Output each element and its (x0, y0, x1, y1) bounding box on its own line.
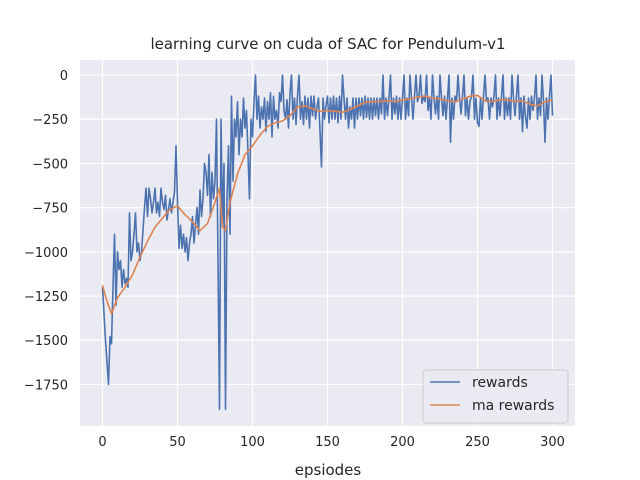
x-tick-label: 100 (240, 435, 265, 450)
chart-title: learning curve on cuda of SAC for Pendul… (150, 35, 505, 53)
x-axis-label: epsiodes (295, 461, 362, 479)
x-axis: 0 50 100 150 200 250 300 (98, 435, 565, 450)
x-tick-label: 300 (540, 435, 565, 450)
x-tick-label: 150 (315, 435, 340, 450)
x-tick-label: 50 (169, 435, 186, 450)
legend-label-rewards: rewards (472, 375, 528, 391)
y-tick-label: −1750 (24, 378, 68, 393)
series-line-rewards (101, 74, 554, 410)
series-layer (101, 74, 554, 410)
x-tick-label: 0 (98, 435, 106, 450)
y-tick-label: −750 (32, 202, 68, 217)
y-tick-label: 0 (60, 69, 68, 84)
legend-label-ma-rewards: ma rewards (472, 398, 554, 414)
legend: rewards ma rewards (422, 369, 569, 424)
y-tick-label: −500 (32, 157, 68, 172)
y-tick-label: −1000 (24, 246, 68, 261)
y-tick-label: −250 (32, 113, 68, 128)
y-tick-label: −1500 (24, 334, 68, 349)
series-line-ma-rewards (101, 94, 553, 315)
legend-box (422, 369, 569, 424)
y-axis: 0 −250 −500 −750 −1000 −1250 −1500 −1750 (24, 69, 68, 393)
y-tick-label: −1250 (24, 290, 68, 305)
x-tick-label: 250 (465, 435, 490, 450)
x-tick-label: 200 (390, 435, 415, 450)
